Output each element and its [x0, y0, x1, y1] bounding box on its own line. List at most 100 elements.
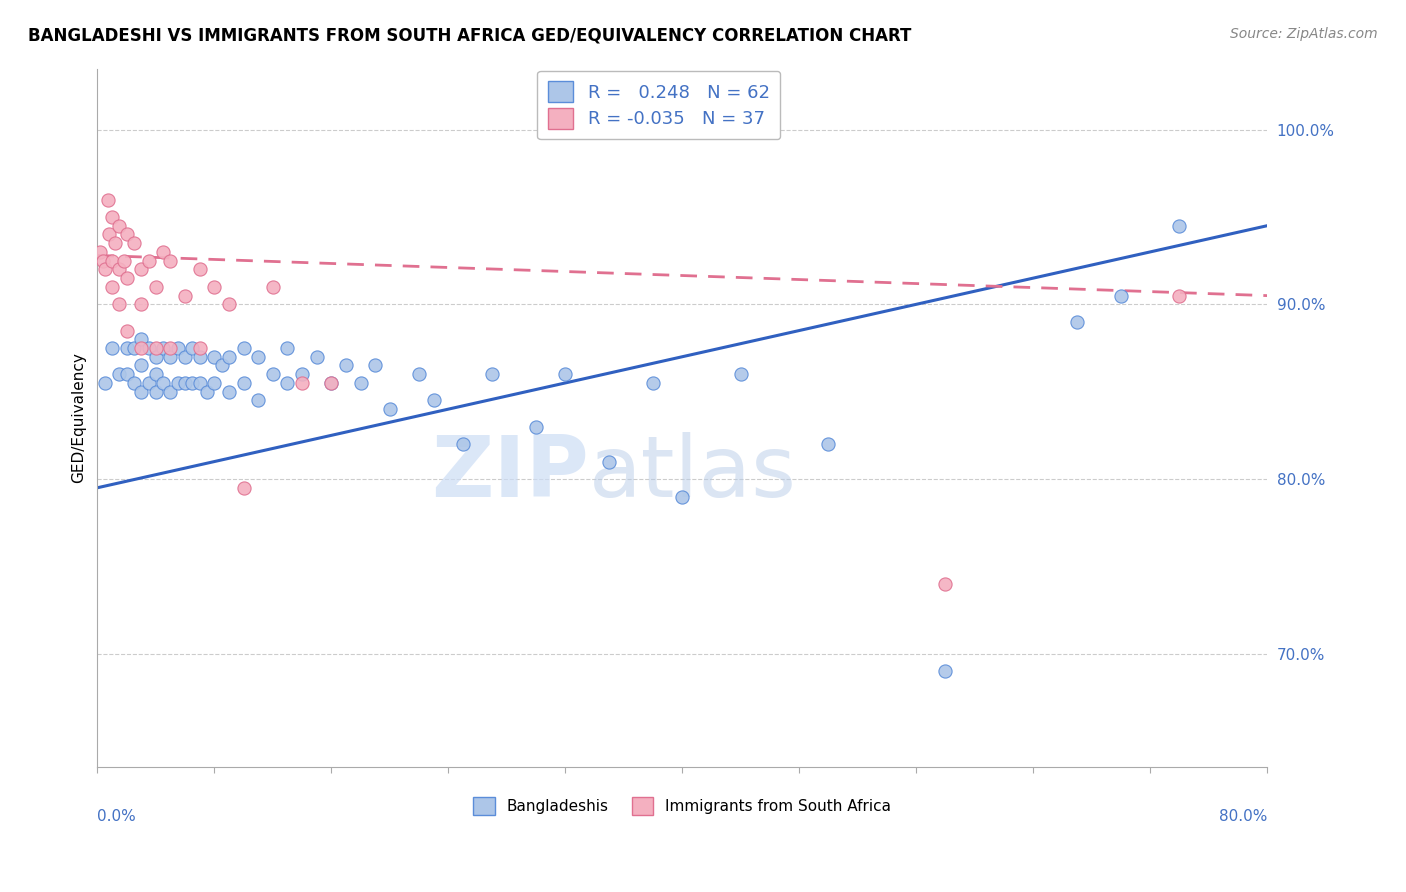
Point	[138, 341, 160, 355]
Point	[321, 376, 343, 390]
Point	[108, 262, 131, 277]
Point	[166, 376, 188, 390]
Point	[218, 297, 240, 311]
Point	[101, 341, 124, 355]
Text: Source: ZipAtlas.com: Source: ZipAtlas.com	[1230, 27, 1378, 41]
Point	[98, 227, 121, 242]
Point	[1168, 219, 1191, 233]
Point	[202, 280, 225, 294]
Point	[202, 376, 225, 390]
Point	[115, 368, 138, 382]
Point	[181, 341, 204, 355]
Point	[335, 359, 357, 373]
Point	[524, 419, 547, 434]
Point	[481, 368, 503, 382]
Y-axis label: GED/Equivalency: GED/Equivalency	[72, 352, 86, 483]
Point	[188, 376, 211, 390]
Point	[232, 481, 254, 495]
Point	[159, 253, 181, 268]
Point	[181, 376, 204, 390]
Point	[1066, 315, 1088, 329]
Point	[1109, 288, 1132, 302]
Point	[129, 384, 152, 399]
Point	[218, 384, 240, 399]
Point	[91, 253, 114, 268]
Point	[641, 376, 664, 390]
Text: 80.0%: 80.0%	[1219, 809, 1267, 824]
Point	[101, 280, 124, 294]
Point	[159, 341, 181, 355]
Point	[174, 350, 197, 364]
Point	[671, 490, 693, 504]
Text: ZIP: ZIP	[430, 433, 589, 516]
Point	[115, 271, 138, 285]
Point	[145, 384, 167, 399]
Point	[188, 262, 211, 277]
Point	[817, 437, 839, 451]
Point	[730, 368, 752, 382]
Point	[145, 368, 167, 382]
Point	[152, 244, 174, 259]
Point	[115, 324, 138, 338]
Point	[408, 368, 430, 382]
Point	[554, 368, 576, 382]
Point	[101, 253, 124, 268]
Point	[159, 350, 181, 364]
Point	[152, 376, 174, 390]
Point	[145, 341, 167, 355]
Point	[321, 376, 343, 390]
Point	[129, 332, 152, 346]
Text: atlas: atlas	[589, 433, 797, 516]
Point	[378, 402, 401, 417]
Point	[232, 376, 254, 390]
Point	[159, 384, 181, 399]
Point	[232, 341, 254, 355]
Point	[1168, 288, 1191, 302]
Point	[364, 359, 387, 373]
Point	[262, 368, 284, 382]
Point	[138, 253, 160, 268]
Legend: Bangladeshis, Immigrants from South Africa: Bangladeshis, Immigrants from South Afri…	[465, 789, 898, 822]
Point	[218, 350, 240, 364]
Point	[122, 236, 145, 251]
Point	[104, 236, 127, 251]
Text: BANGLADESHI VS IMMIGRANTS FROM SOUTH AFRICA GED/EQUIVALENCY CORRELATION CHART: BANGLADESHI VS IMMIGRANTS FROM SOUTH AFR…	[28, 27, 911, 45]
Point	[422, 393, 444, 408]
Point	[115, 341, 138, 355]
Point	[93, 262, 115, 277]
Point	[129, 359, 152, 373]
Point	[115, 227, 138, 242]
Point	[145, 350, 167, 364]
Point	[174, 288, 197, 302]
Point	[247, 393, 270, 408]
Point	[305, 350, 328, 364]
Point	[276, 376, 298, 390]
Point	[108, 368, 131, 382]
Point	[451, 437, 474, 451]
Text: 0.0%: 0.0%	[97, 809, 136, 824]
Point	[174, 376, 197, 390]
Point	[101, 210, 124, 224]
Point	[97, 193, 120, 207]
Point	[262, 280, 284, 294]
Point	[188, 350, 211, 364]
Point	[291, 376, 314, 390]
Point	[276, 341, 298, 355]
Point	[108, 297, 131, 311]
Point	[202, 350, 225, 364]
Point	[211, 359, 233, 373]
Point	[145, 280, 167, 294]
Point	[122, 341, 145, 355]
Point	[89, 244, 111, 259]
Point	[112, 253, 135, 268]
Point	[138, 376, 160, 390]
Point	[934, 577, 956, 591]
Point	[108, 219, 131, 233]
Point	[93, 376, 115, 390]
Point	[166, 341, 188, 355]
Point	[152, 341, 174, 355]
Point	[129, 341, 152, 355]
Point	[129, 262, 152, 277]
Point	[349, 376, 371, 390]
Point	[195, 384, 218, 399]
